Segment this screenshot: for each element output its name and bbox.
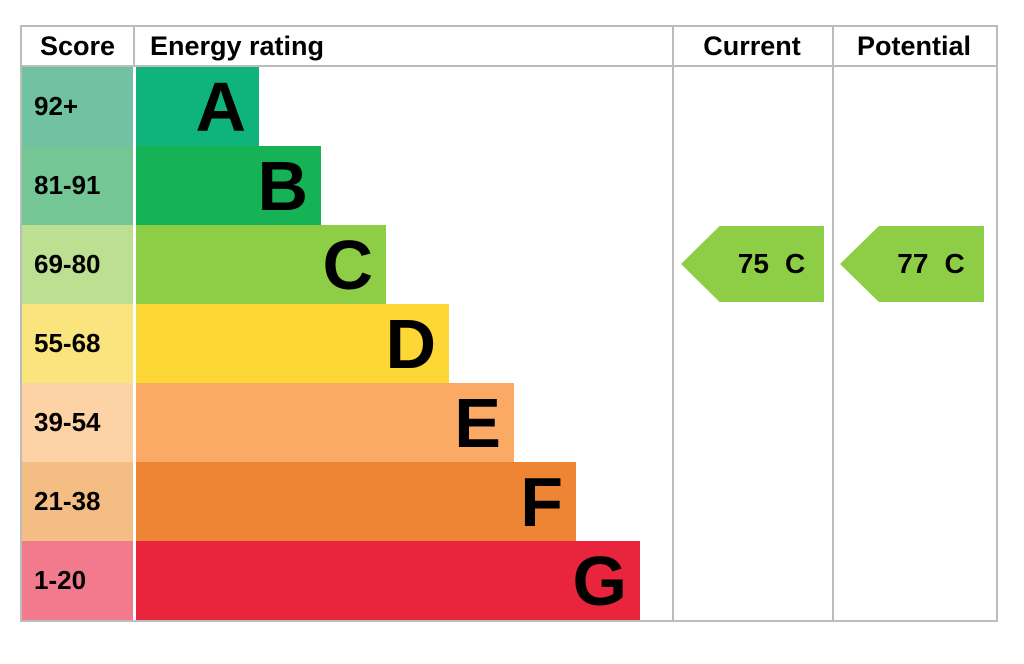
current-band-letter: C [784, 248, 806, 279]
column-header-current: Current [703, 30, 801, 61]
header-row: Score Energy rating Current Potential [22, 27, 996, 67]
rating-bar-d: D [136, 304, 449, 383]
band-rows: 92+ A 81-91 B 69-80 C 55-68 D 39-54 E 21-38 F 1-20 G [22, 67, 996, 620]
column-header-energy-rating: Energy rating [150, 30, 325, 61]
current-score-value: 75 [737, 248, 769, 279]
score-range-label: 69-80 [22, 225, 133, 304]
rating-bar-a: A [136, 67, 259, 146]
rating-bar-f: F [136, 462, 576, 541]
potential-band-letter: C [944, 248, 965, 279]
current-column-divider [672, 27, 674, 620]
band-row-b: 81-91 B [22, 146, 996, 225]
band-row-d: 55-68 D [22, 304, 996, 383]
column-header-potential: Potential [856, 30, 971, 61]
band-row-c: 69-80 C [22, 225, 996, 304]
rating-bar-g: G [136, 541, 640, 620]
potential-score-value: 77 [897, 248, 929, 279]
score-range-label: 21-38 [22, 462, 133, 541]
rating-bar-c: C [136, 225, 386, 304]
band-row-f: 21-38 F [22, 462, 996, 541]
score-range-label: 39-54 [22, 383, 133, 462]
rating-bar-b: B [136, 146, 321, 225]
potential-column-divider [832, 27, 834, 620]
band-row-g: 1-20 G [22, 541, 996, 620]
score-range-label: 81-91 [22, 146, 133, 225]
band-row-a: 92+ A [22, 67, 996, 146]
score-range-label: 1-20 [22, 541, 133, 620]
score-range-label: 55-68 [22, 304, 133, 383]
chart-table-frame: Score Energy rating Current Potential 92… [20, 25, 998, 622]
score-range-label: 92+ [22, 67, 133, 146]
column-header-score: Score [39, 30, 116, 61]
score-column-divider [133, 27, 135, 65]
band-row-e: 39-54 E [22, 383, 996, 462]
rating-bar-e: E [136, 383, 514, 462]
